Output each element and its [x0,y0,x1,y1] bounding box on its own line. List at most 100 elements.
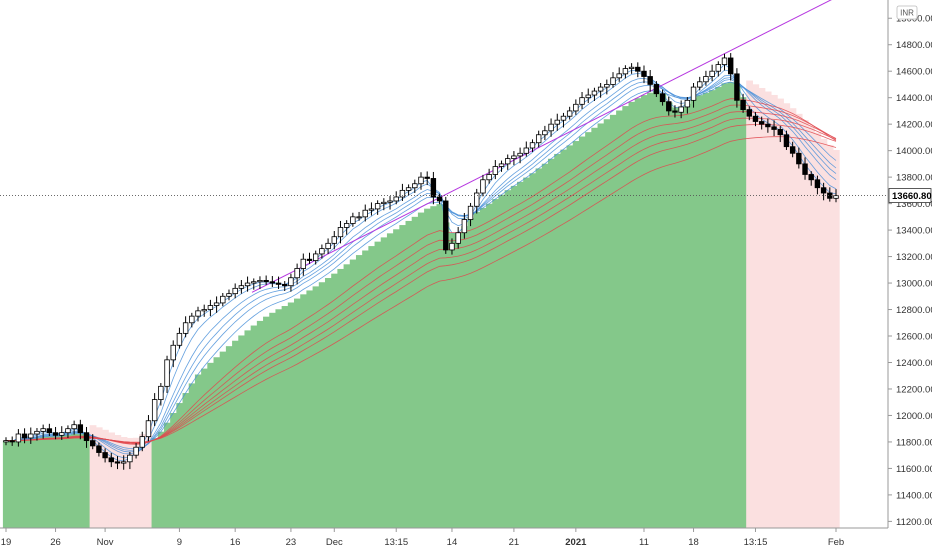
bull-region [294,298,301,528]
bear-region [814,132,822,528]
candle-down [275,282,282,285]
bear-region [752,84,760,529]
candle-down [443,200,449,251]
candle-up [350,216,356,224]
bull-region [578,136,586,528]
candle-up [529,142,536,149]
candle-down [647,76,653,85]
bull-region [529,173,537,529]
bull-region [343,264,351,528]
x-tick-label: 13:15 [744,537,768,548]
bull-region [71,433,78,528]
bull-region [405,220,413,528]
y-tick-label: 13600.00 [896,199,932,210]
bear-region [770,94,778,528]
bull-region [52,436,60,528]
candle-up [170,344,176,361]
bear-region [139,434,146,528]
candle-up [579,97,585,105]
candle-down [740,99,746,110]
candle-up [201,309,207,312]
currency-badge [896,5,918,20]
candle-down [52,432,59,436]
bull-region [424,208,431,528]
bull-region [77,433,85,528]
candle-up [195,310,201,317]
candle-up [715,64,722,72]
candle-down [659,93,666,103]
bear-region [795,113,803,528]
y-tick-label: 12200.00 [896,384,932,395]
candle-down [635,66,641,72]
candle-up [535,134,542,144]
bull-region [411,216,419,528]
bull-region [653,91,661,528]
bull-region [83,435,91,528]
candle-up [585,94,591,99]
bull-region [566,145,574,528]
bear-region [764,91,772,528]
candle-up [71,424,77,430]
candle-down [641,70,647,77]
candle-up [189,315,195,324]
bull-region [628,101,636,529]
bull-region [665,102,673,529]
x-tick-label: 13:15 [384,537,408,548]
candle-up [405,187,412,191]
candle-up [15,433,22,443]
y-tick-label: 14600.00 [896,67,932,78]
candle-up [127,454,133,463]
candle-down [734,73,740,101]
bull-region [430,206,438,529]
bull-region [176,403,184,528]
bull-region [640,95,648,528]
bull-region [696,95,704,529]
candle-up [257,280,263,283]
bull-region [213,357,221,528]
bull-region [702,92,710,529]
candle-down [746,109,752,117]
bull-region [287,302,295,528]
bull-region [386,233,394,528]
bear-region [108,432,115,528]
bull-region [461,226,469,528]
candle-down [808,174,814,181]
x-tick-label: 19 [1,537,12,548]
candle-down [83,432,90,442]
candle-up [120,461,127,464]
candle-up [393,196,399,202]
candle-up [604,84,610,88]
candle-down [263,280,269,283]
candle-down [424,176,430,179]
bull-region [232,340,239,528]
bull-region [188,383,196,528]
bull-region [523,177,530,529]
candle-up [498,163,505,167]
candle-up [455,232,461,244]
candle-up [368,208,375,211]
candle-up [158,385,164,400]
bull-region [349,259,357,528]
bear-region [145,422,153,528]
x-tick-label: 14 [447,537,458,548]
candle-up [622,68,629,75]
candle-up [288,277,294,287]
bear-region [102,429,109,528]
bull-region [46,436,54,528]
bull-region [393,229,400,529]
candle-down [46,428,53,434]
bull-region [362,250,369,528]
bull-region [170,413,177,528]
candle-down [728,57,734,75]
y-tick-label: 11600.00 [896,464,932,475]
bull-region [207,362,215,528]
candle-down [783,134,790,148]
candle-down [96,445,102,453]
bear-region [783,103,791,528]
bear-region [120,437,128,528]
bull-region [250,325,258,528]
bull-region [647,92,654,529]
y-tick-label: 11200.00 [896,517,932,528]
candle-down [653,84,660,95]
bull-region [163,422,171,528]
